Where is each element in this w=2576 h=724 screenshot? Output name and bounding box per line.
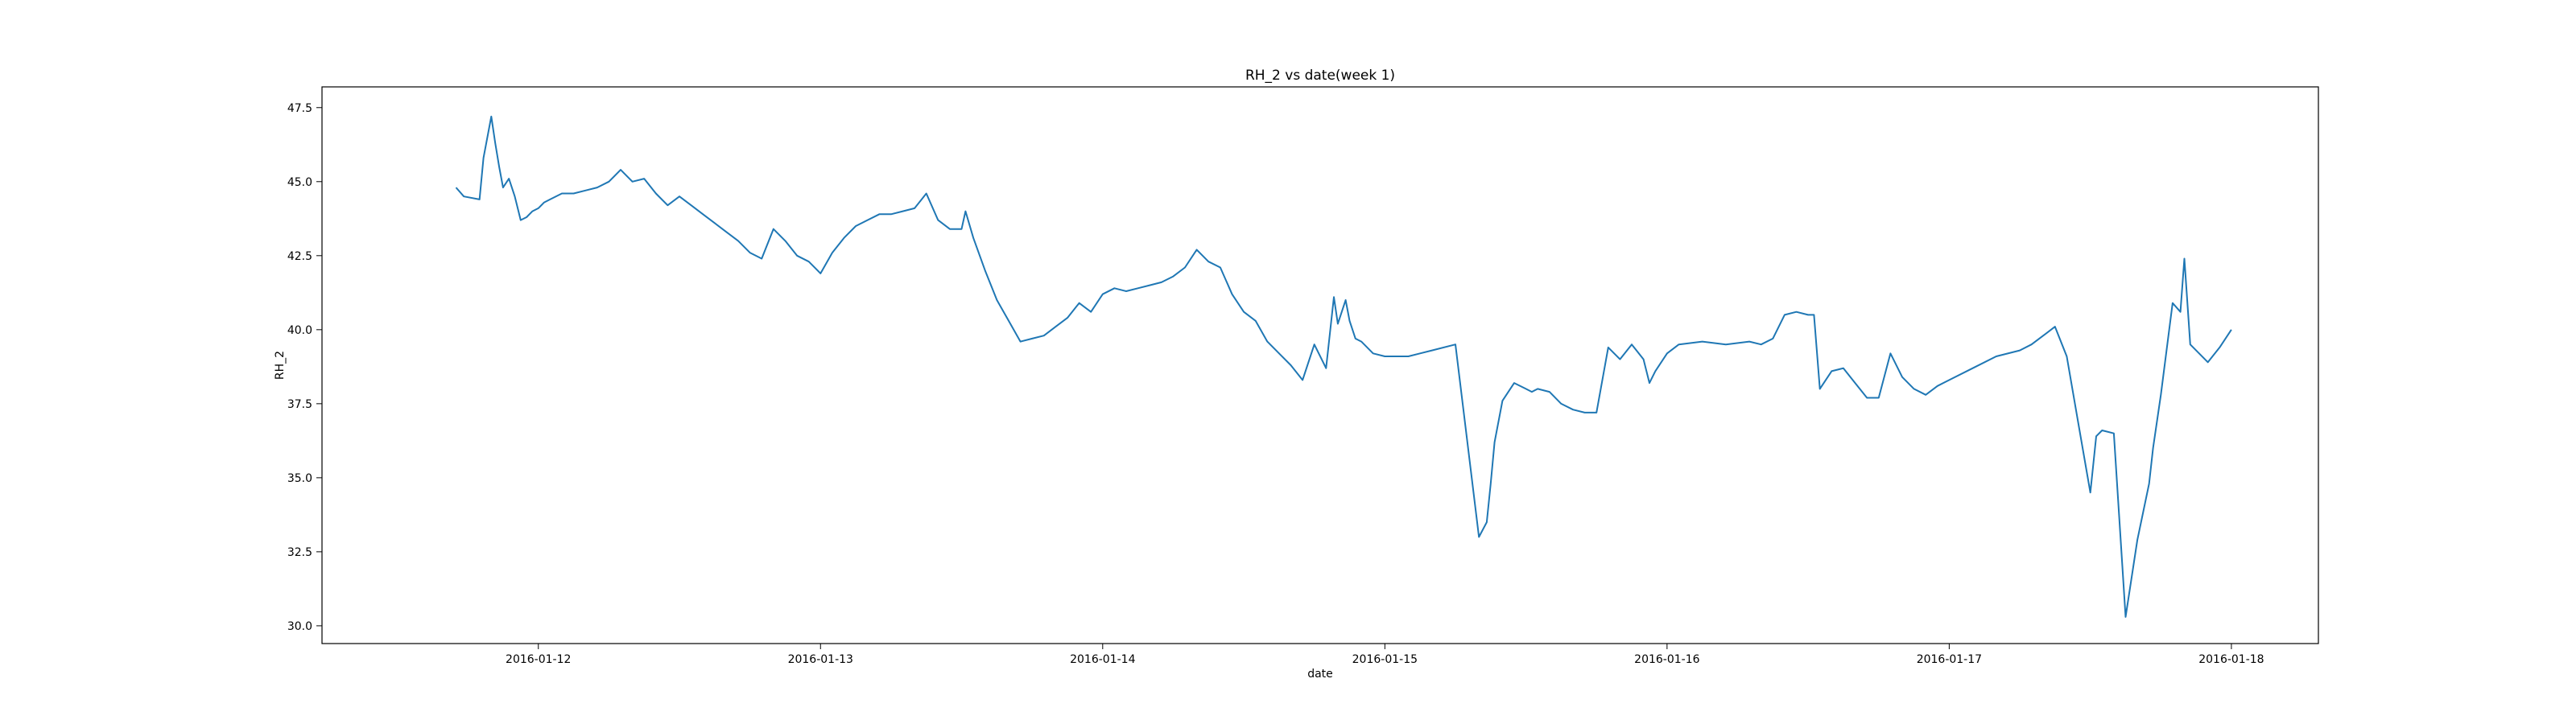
y-tick-label: 42.5 [287, 250, 312, 263]
chart-title: RH_2 vs date(week 1) [1245, 68, 1395, 84]
y-tick-label: 37.5 [287, 398, 312, 411]
series-layer [455, 115, 2232, 618]
x-tick-label: 2016-01-13 [788, 653, 853, 666]
x-tick-label: 2016-01-17 [1917, 653, 1982, 666]
y-tick-label: 30.0 [287, 620, 312, 633]
x-axis-ticks: 2016-01-12 2016-01-13 2016-01-14 2016-01-15… [506, 644, 2264, 666]
y-axis-label: RH_2 [274, 351, 287, 380]
y-tick-label: 35.0 [287, 472, 312, 485]
x-axis-label: date [1307, 668, 1333, 681]
y-axis-ticks: 30.0 32.5 35.0 37.5 40.0 42.5 45.0 47.5 [287, 102, 322, 633]
y-tick-label: 40.0 [287, 324, 312, 337]
plot-frame [321, 86, 2319, 644]
y-tick-label: 47.5 [287, 102, 312, 115]
series-line-0 [455, 115, 2232, 618]
x-tick-label: 2016-01-16 [1634, 653, 1699, 666]
y-tick-label: 45.0 [287, 176, 312, 189]
x-tick-label: 2016-01-14 [1070, 653, 1135, 666]
x-tick-label: 2016-01-18 [2198, 653, 2264, 666]
y-tick-label: 32.5 [287, 546, 312, 559]
x-tick-label: 2016-01-12 [506, 653, 571, 666]
x-tick-label: 2016-01-15 [1352, 653, 1418, 666]
